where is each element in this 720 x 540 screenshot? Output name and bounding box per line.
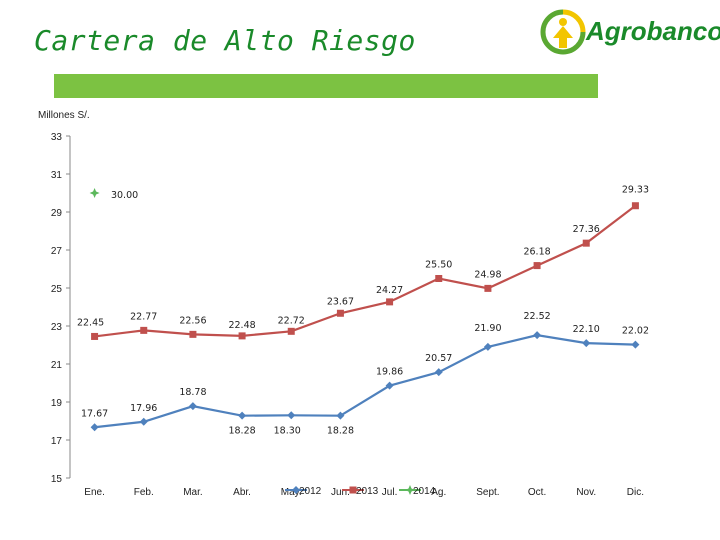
data-point	[434, 368, 443, 377]
data-label: 18.78	[179, 387, 206, 398]
series-2013	[91, 202, 639, 340]
data-point	[292, 486, 300, 494]
agrobanco-logo: Agrobanco	[540, 8, 720, 58]
data-point	[582, 339, 591, 348]
data-point	[631, 340, 640, 349]
series-line	[94, 333, 636, 429]
y-tick-label: 33	[51, 132, 63, 143]
data-label: 22.10	[573, 324, 600, 335]
data-point	[349, 486, 357, 494]
data-label: 30.00	[111, 190, 138, 201]
data-label: 22.56	[179, 315, 206, 326]
data-label: 21.90	[474, 323, 501, 334]
data-point	[238, 411, 247, 420]
legend-label: 2014	[413, 486, 436, 497]
data-point	[89, 188, 100, 198]
x-tick-label: Nov.	[576, 487, 596, 498]
y-tick-label: 17	[51, 436, 63, 447]
x-tick-label: Ene.	[84, 487, 105, 498]
data-point	[582, 239, 590, 247]
data-label: 18.30	[274, 425, 301, 436]
data-label: 22.77	[130, 311, 157, 322]
data-point	[385, 381, 394, 390]
data-label: 18.28	[228, 426, 255, 437]
y-tick-label: 29	[51, 208, 63, 219]
data-label: 25.50	[425, 260, 452, 271]
data-point	[435, 275, 443, 282]
data-label: 22.02	[622, 326, 649, 337]
y-tick-label: 15	[51, 474, 63, 485]
y-axis-label: Millones S/.	[38, 110, 90, 121]
page-title: Cartera de Alto Riesgo	[34, 24, 416, 57]
data-point	[189, 330, 197, 338]
legend-label: 2012	[299, 486, 322, 497]
x-tick-label: Ag.	[431, 487, 446, 498]
data-point	[631, 202, 639, 210]
data-point	[483, 342, 492, 351]
y-tick-label: 25	[51, 284, 63, 295]
brand-name: Agrobanco	[586, 16, 720, 46]
data-point	[238, 332, 246, 340]
data-point	[405, 485, 415, 495]
data-label: 23.67	[327, 296, 354, 307]
logo-emblem-icon	[540, 9, 586, 55]
series-2012	[90, 331, 640, 432]
data-point	[91, 332, 99, 340]
axes: 15 17 19 21 23 25 27 29 31 33 Ene. Feb. Mar. Abr. May.…	[51, 132, 644, 498]
x-tick-label: Jul.	[382, 487, 398, 498]
series-line	[94, 204, 637, 338]
data-label: 24.98	[474, 269, 501, 280]
data-label: 17.96	[130, 403, 157, 414]
x-tick-label: Oct.	[528, 487, 546, 498]
data-point	[287, 411, 296, 420]
x-tick-label: Jun.	[331, 487, 350, 498]
data-point	[188, 402, 197, 411]
x-tick-label: May.	[281, 487, 302, 498]
data-label: 22.72	[278, 315, 305, 326]
data-label: 26.18	[523, 247, 550, 258]
data-label: 19.86	[376, 367, 403, 378]
data-label: 27.36	[573, 224, 600, 235]
data-point	[533, 262, 541, 270]
data-label: 20.57	[425, 353, 452, 364]
data-point	[90, 423, 99, 432]
data-label: 24.27	[376, 285, 403, 296]
x-tick-label: Mar.	[183, 487, 202, 498]
data-point	[287, 327, 295, 335]
x-tick-label: Sept.	[476, 487, 499, 498]
data-point	[484, 284, 492, 292]
legend-label: 2013	[356, 486, 379, 497]
data-label: 22.45	[77, 317, 104, 328]
series-2014	[89, 188, 100, 198]
data-label: 22.52	[523, 311, 550, 322]
y-tick-label: 21	[51, 360, 63, 371]
data-label: 29.33	[622, 185, 649, 196]
header-band	[54, 74, 598, 98]
data-point	[140, 326, 148, 334]
y-tick-label: 31	[51, 170, 63, 181]
data-label: 22.48	[228, 320, 255, 331]
data-label: 17.67	[81, 408, 108, 419]
legend: 2012 2013 2014	[285, 485, 436, 497]
y-tick-label: 23	[51, 322, 63, 333]
series	[89, 188, 640, 432]
x-tick-label: Abr.	[233, 487, 251, 498]
data-point	[336, 411, 345, 420]
y-tick-label: 27	[51, 246, 63, 257]
data-label: 18.28	[327, 426, 354, 437]
data-point	[139, 417, 148, 426]
x-tick-label: Dic.	[627, 487, 644, 498]
data-point	[533, 331, 542, 340]
data-labels: 17.67 17.96 18.78 18.28 18.30 18.28 19.86 20.57…	[77, 185, 649, 437]
y-tick-label: 19	[51, 398, 63, 409]
x-tick-label: Feb.	[134, 487, 154, 498]
data-point	[336, 309, 344, 317]
data-point	[386, 298, 394, 306]
